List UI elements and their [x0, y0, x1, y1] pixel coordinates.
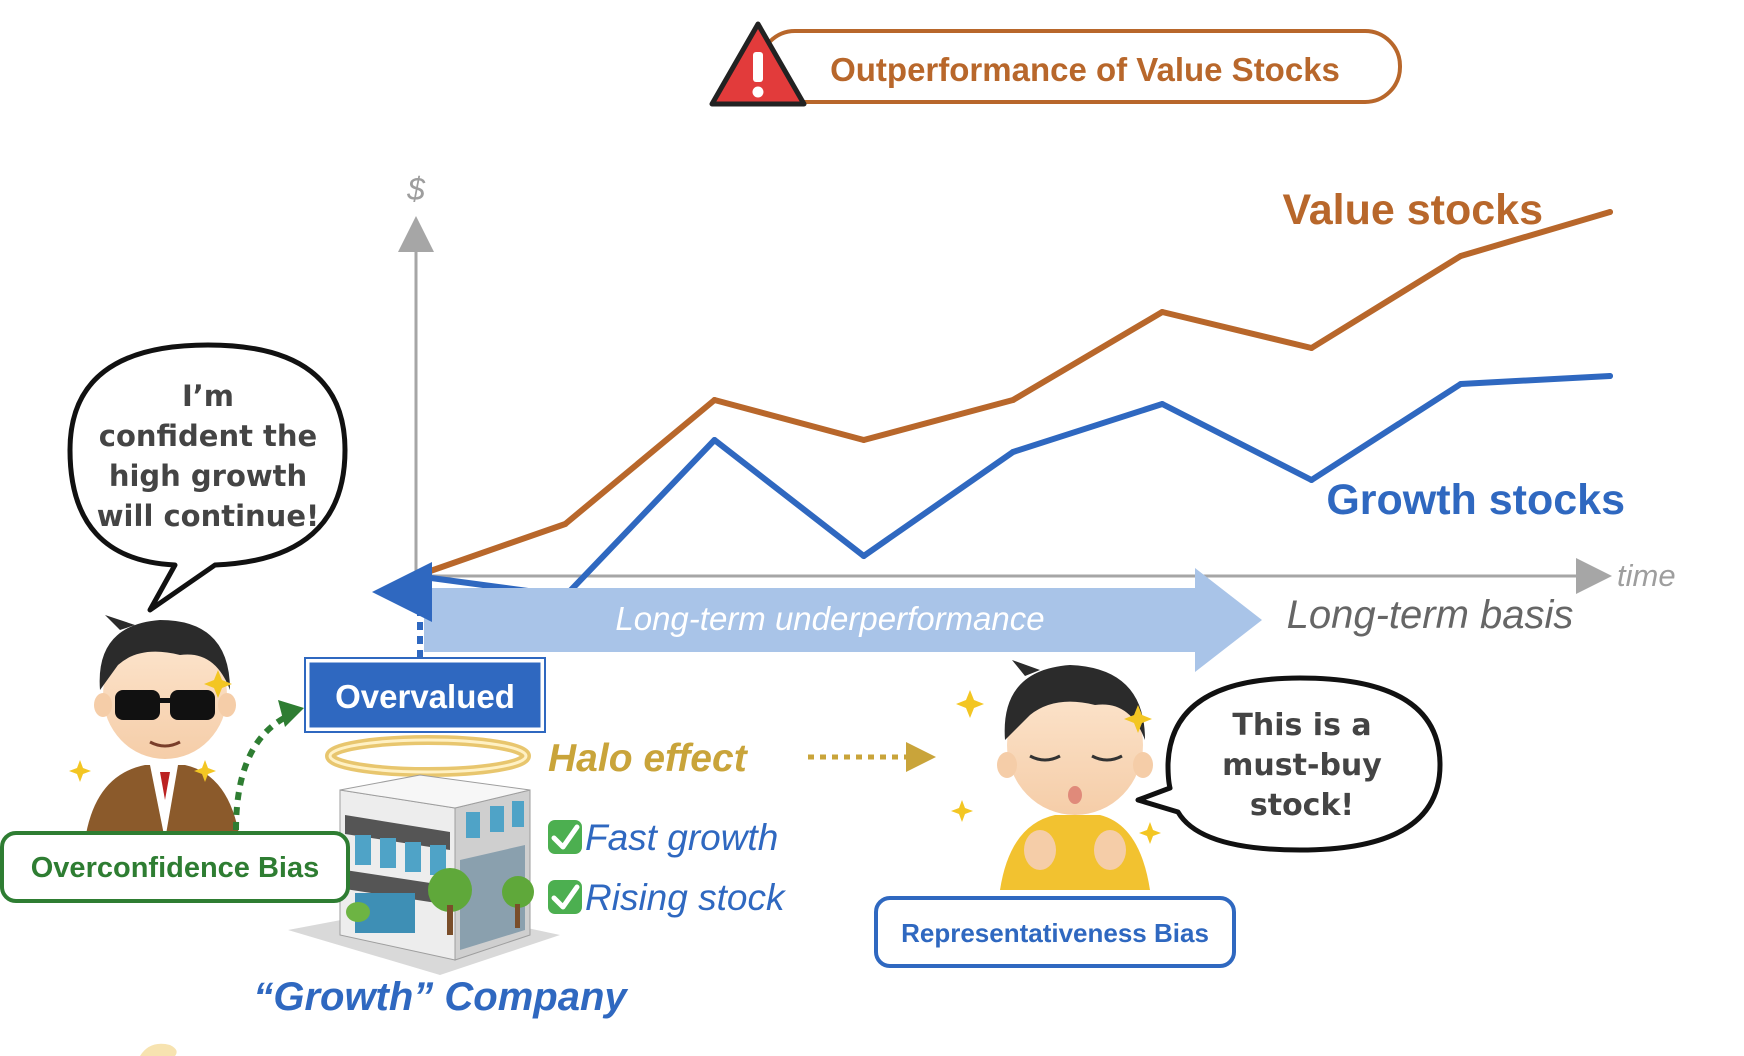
overvalued-box: [306, 659, 544, 731]
series-point-0-2: [711, 397, 718, 403]
underperformance-label: Long-term underperformance: [615, 600, 1044, 637]
sparkle-icon: [194, 760, 216, 782]
title-badge: Outperformance of Value Stocks: [709, 21, 1402, 107]
sparkle-icon: [1124, 705, 1152, 733]
halo-group: Halo effect: [325, 735, 936, 780]
check-fast-growth: Fast growth: [585, 817, 778, 858]
y-axis-label: $: [406, 171, 426, 207]
series-point-0-4: [1010, 397, 1016, 403]
series-label-growth-stocks: Growth stocks: [1326, 476, 1625, 524]
left-speech-line-4: will continue!: [97, 499, 319, 533]
series-point-1-0: [413, 573, 419, 579]
underperformance-arrow: Long-term underperformance Long-term bas…: [424, 568, 1573, 672]
left-speech-line-1: I’m: [182, 379, 234, 413]
left-speech-line-3: high growth: [109, 459, 307, 493]
series-point-1-3: [860, 553, 867, 559]
series-point-0-8: [1607, 209, 1613, 215]
series-point-1-5: [1159, 401, 1166, 407]
series-point-1-6: [1308, 477, 1315, 483]
tree-icon: [428, 868, 472, 912]
underperformance-arrow-shape: [424, 568, 1262, 672]
right-speech-line-3: stock!: [1250, 788, 1354, 823]
sparkle-icon: [951, 800, 973, 822]
overconfidence-arrow: [233, 700, 304, 831]
title-text: Outperformance of Value Stocks: [830, 51, 1340, 88]
long-term-basis-label: Long-term basis: [1287, 593, 1574, 637]
check-box-icon: [548, 820, 582, 854]
series-point-0-7: [1457, 253, 1464, 259]
sparkle-icon: [204, 670, 232, 698]
overvalued-group: Overvalued: [304, 562, 546, 733]
sparkle-icon: [956, 690, 984, 718]
overconfidence-bias-label: Overconfidence Bias: [31, 852, 320, 884]
right-speech-line-2: must-buy: [1222, 748, 1382, 783]
series-point-0-1: [562, 521, 569, 527]
representativeness-bias-label: Representativeness Bias: [901, 918, 1209, 948]
series-point-1-4: [1010, 449, 1016, 455]
company-label: “Growth” Company: [253, 975, 628, 1019]
right-speech-bubble: This is a must-buy stock!: [1135, 675, 1443, 853]
sparkle-icon: [69, 760, 91, 782]
confident-character-icon: [69, 615, 240, 840]
halo-effect-label: Halo effect: [548, 737, 749, 780]
company-building-icon: [288, 774, 560, 975]
series-point-1-2: [711, 437, 718, 443]
representativeness-bias-badge: Representativeness Bias: [874, 896, 1236, 968]
chart: $ time Value stocks Growth stocks: [398, 171, 1676, 599]
representative-character-icon: [951, 660, 1161, 890]
series-point-1-8: [1607, 373, 1613, 379]
tree-icon: [502, 876, 534, 908]
overconfidence-bias-badge: Overconfidence Bias: [0, 831, 350, 903]
series-point-0-5: [1159, 309, 1166, 315]
sparkle-icon: [1139, 822, 1161, 844]
series-layer: [413, 209, 1613, 599]
check-box-icon: [548, 880, 582, 914]
exclamation-triangle-icon: [709, 21, 807, 107]
overvalued-label: Overvalued: [335, 678, 515, 715]
sunglasses-icon: [115, 690, 160, 720]
company-checks: Fast growth Rising stock: [548, 817, 787, 918]
x-axis-label: time: [1617, 558, 1676, 593]
series-point-1-7: [1457, 381, 1464, 387]
decorative-shape: [140, 1043, 177, 1056]
right-speech-line-1: This is a: [1232, 708, 1371, 743]
left-speech-bubble: I’m confident the high growth will conti…: [67, 342, 348, 613]
series-label-value-stocks: Value stocks: [1282, 186, 1543, 234]
check-rising-stock: Rising stock: [585, 877, 787, 918]
series-point-0-3: [860, 437, 867, 443]
series-point-0-6: [1308, 345, 1315, 351]
left-speech-line-2: confident the: [99, 419, 317, 453]
